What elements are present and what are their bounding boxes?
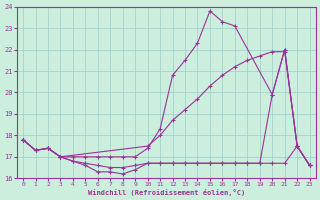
X-axis label: Windchill (Refroidissement éolien,°C): Windchill (Refroidissement éolien,°C) [88, 189, 245, 196]
